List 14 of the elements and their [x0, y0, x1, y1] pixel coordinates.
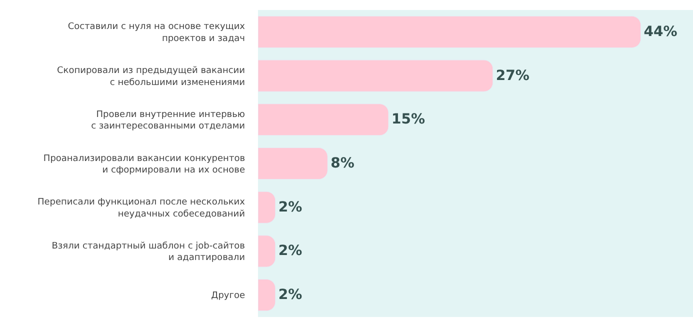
y-tick-label: Скопировали из предыдущей вакансии с небольшими изменениями — [57, 66, 246, 88]
y-tick-label: Взяли стандартный шаблон с job-сайтов и адаптировали — [52, 242, 246, 264]
y-tick-label: Составили с нуля на основе текущих проектов и задач — [68, 22, 246, 44]
data-label: 27% — [496, 68, 530, 84]
data-label: 8% — [330, 156, 354, 172]
data-label: 2% — [278, 243, 302, 260]
y-tick-label: Другое — [211, 291, 246, 302]
data-label: 15% — [392, 112, 426, 128]
y-tick-label: Переписали функционал после нескольких неудачных собеседований — [37, 198, 246, 220]
y-tick-label: Проанализировали вакансии конкурентов и сформировали на их основе — [43, 154, 246, 176]
y-tick-label: Провели внутренние интервью с заинтересованными отделами — [91, 110, 246, 132]
data-label: 44% — [644, 24, 678, 40]
data-label: 2% — [278, 287, 302, 304]
data-label: 2% — [278, 199, 302, 216]
